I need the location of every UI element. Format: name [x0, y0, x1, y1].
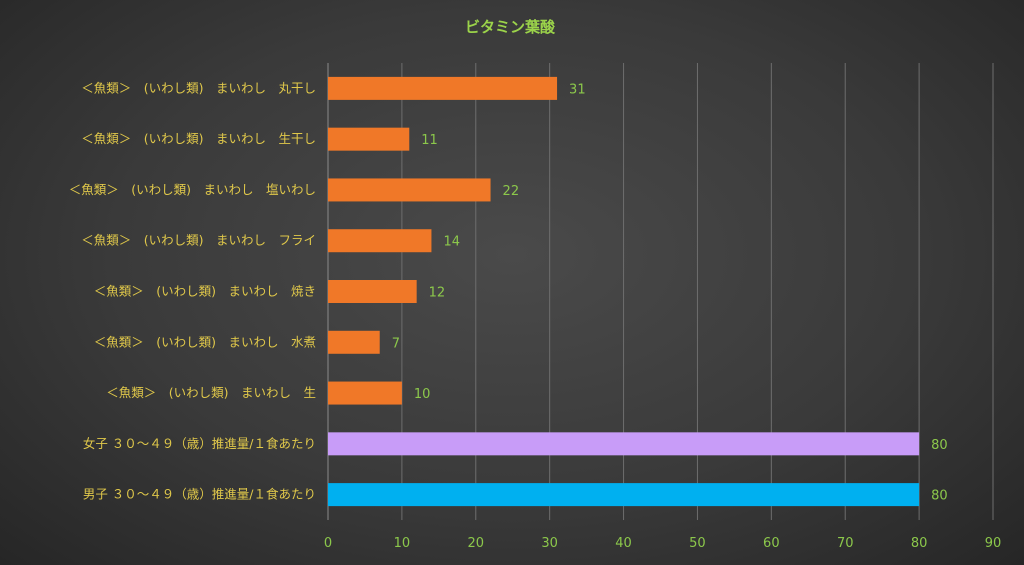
- x-tick-label: 60: [763, 536, 780, 551]
- bar: [328, 76, 558, 100]
- data-label: 12: [429, 286, 446, 301]
- category-label: ＜魚類＞ (いわし類) まいわし 水煮: [94, 334, 316, 349]
- category-label: ＜魚類＞ (いわし類) まいわし 生: [106, 385, 316, 400]
- category-label: ＜魚類＞ (いわし類) まいわし 塩いわし: [69, 182, 316, 197]
- data-label: 11: [421, 133, 438, 148]
- bar: [328, 178, 491, 202]
- data-label: 22: [503, 184, 520, 199]
- category-label: ＜魚類＞ (いわし類) まいわし フライ: [81, 233, 316, 248]
- chart-title: ビタミン葉酸: [465, 18, 556, 36]
- bar: [328, 229, 432, 253]
- x-tick-label: 10: [394, 536, 411, 551]
- data-label: 10: [414, 387, 431, 402]
- x-tick-label: 70: [837, 536, 854, 551]
- x-tick-label: 50: [689, 536, 706, 551]
- data-label: 80: [931, 438, 948, 453]
- x-tick-label: 0: [324, 536, 332, 551]
- bar: [328, 330, 380, 354]
- x-tick-label: 30: [541, 536, 558, 551]
- category-label: ＜魚類＞ (いわし類) まいわし 丸干し: [81, 80, 316, 95]
- x-tick-label: 20: [468, 536, 485, 551]
- bar: [328, 483, 920, 507]
- category-label: ＜魚類＞ (いわし類) まいわし 焼き: [94, 284, 316, 299]
- data-label: 80: [931, 489, 948, 504]
- x-tick-label: 80: [911, 536, 928, 551]
- category-label: 男子 ３０～４９（歳）推進量/１食あたり: [83, 487, 316, 502]
- bar: [328, 432, 920, 456]
- data-label: 31: [569, 82, 586, 97]
- bars: [328, 76, 920, 507]
- bar: [328, 127, 410, 151]
- category-label: ＜魚類＞ (いわし類) まいわし 生干し: [81, 131, 316, 146]
- data-label: 7: [392, 336, 400, 351]
- data-label: 14: [443, 235, 460, 250]
- bar: [328, 381, 402, 405]
- x-tick-label: 90: [985, 536, 1002, 551]
- x-tick-label: 40: [615, 536, 632, 551]
- labels: 0 10 20 30 40 50 60 70 80 90 ＜魚類＞ (いわし類) まいわし 丸干し 3…: [69, 80, 1002, 551]
- bar: [328, 280, 417, 303]
- category-label: 女子 ３０～４９（歳）推進量/１食あたり: [83, 436, 316, 451]
